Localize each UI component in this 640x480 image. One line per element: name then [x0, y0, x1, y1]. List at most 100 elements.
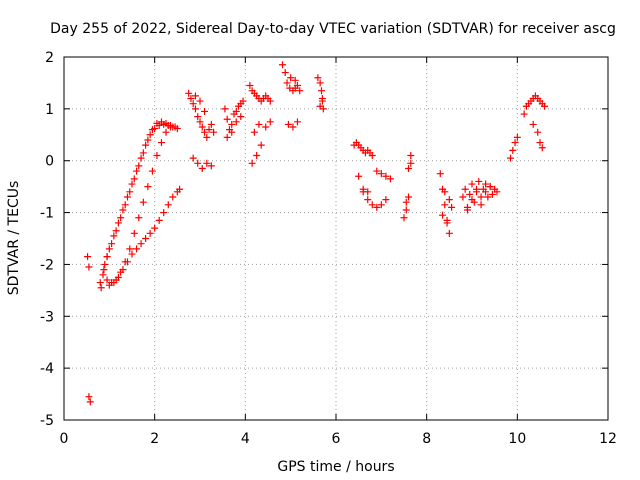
data-point — [287, 74, 295, 82]
data-point — [207, 120, 215, 128]
data-point — [246, 82, 254, 90]
data-point — [123, 258, 131, 266]
data-point — [281, 69, 289, 77]
data-point — [135, 162, 143, 170]
data-point — [463, 206, 471, 214]
data-point — [482, 188, 490, 196]
data-point — [189, 154, 197, 162]
data-point — [232, 107, 240, 115]
data-point — [443, 219, 451, 227]
data-point — [466, 190, 474, 198]
data-point — [359, 188, 367, 196]
data-point — [153, 152, 161, 160]
data-point — [194, 113, 202, 121]
data-point — [185, 89, 193, 97]
data-point — [85, 393, 93, 401]
data-point — [126, 188, 134, 196]
data-point — [126, 245, 134, 253]
data-point — [151, 224, 159, 232]
x-tick-label: 12 — [599, 431, 617, 447]
data-point — [486, 183, 494, 191]
data-point — [364, 196, 372, 204]
data-point — [318, 94, 326, 102]
data-point — [402, 198, 410, 206]
data-point — [169, 193, 177, 201]
data-point — [461, 185, 469, 193]
data-point — [173, 125, 181, 133]
data-point — [511, 139, 519, 147]
data-point — [439, 211, 447, 219]
data-point — [164, 201, 172, 209]
data-point — [509, 146, 517, 154]
x-tick-label: 10 — [508, 431, 526, 447]
data-point — [400, 214, 408, 222]
data-point — [105, 245, 113, 253]
data-point — [317, 87, 325, 95]
x-tick-label: 4 — [241, 431, 250, 447]
data-point — [405, 164, 413, 172]
data-point — [377, 201, 385, 209]
data-point — [239, 97, 247, 105]
data-point — [468, 196, 476, 204]
data-point — [110, 279, 118, 287]
data-point — [262, 123, 270, 131]
data-point — [373, 167, 381, 175]
data-point — [198, 164, 206, 172]
data-point — [114, 273, 122, 281]
data-point — [407, 152, 415, 160]
data-point — [203, 159, 211, 167]
data-point — [187, 94, 195, 102]
y-axis-label: SDTVAR / TECUs — [6, 181, 22, 296]
data-point — [155, 121, 163, 129]
data-point — [189, 100, 197, 108]
data-point — [386, 175, 394, 183]
x-tick-label: 2 — [150, 431, 159, 447]
data-marks — [84, 61, 549, 406]
data-point — [144, 183, 152, 191]
data-point — [284, 120, 292, 128]
data-point — [86, 398, 94, 406]
data-point — [148, 167, 156, 175]
y-tick-label: 1 — [45, 102, 54, 118]
data-point — [121, 201, 129, 209]
data-point — [207, 162, 215, 170]
data-point — [144, 136, 152, 144]
y-tick-label: -5 — [40, 413, 54, 429]
data-point — [99, 271, 107, 279]
x-tick-label: 6 — [332, 431, 341, 447]
data-point — [520, 110, 528, 118]
data-point — [119, 266, 127, 274]
data-point — [266, 118, 274, 126]
data-point — [316, 102, 324, 110]
data-point — [210, 128, 218, 136]
data-point — [493, 188, 501, 196]
data-point — [160, 120, 168, 128]
data-point — [108, 240, 116, 248]
data-point — [293, 82, 301, 90]
data-point — [223, 133, 231, 141]
data-point — [266, 97, 274, 105]
data-point — [473, 185, 481, 193]
y-tick-label: -2 — [40, 257, 54, 273]
data-point — [203, 133, 211, 141]
data-point — [221, 105, 229, 113]
y-tick-label: 2 — [45, 50, 54, 66]
data-point — [368, 152, 376, 160]
data-point — [448, 203, 456, 211]
data-point — [488, 190, 496, 198]
data-point — [482, 180, 490, 188]
data-point — [155, 216, 163, 224]
data-point — [85, 263, 93, 271]
data-point — [196, 118, 204, 126]
data-point — [248, 159, 256, 167]
data-point — [110, 232, 118, 240]
data-point — [128, 250, 136, 258]
data-point — [382, 172, 390, 180]
data-point — [146, 229, 154, 237]
data-point — [223, 115, 231, 123]
data-point — [475, 177, 483, 185]
data-point — [130, 175, 138, 183]
data-point — [402, 206, 410, 214]
